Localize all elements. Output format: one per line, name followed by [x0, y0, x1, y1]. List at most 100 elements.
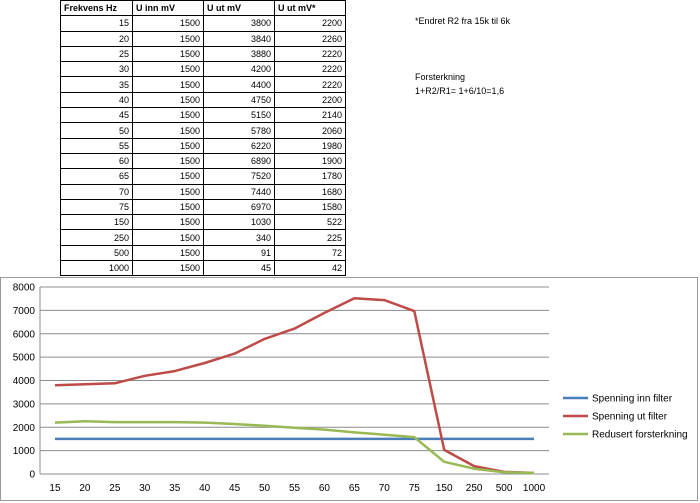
table-cell: 72: [274, 244, 346, 262]
x-tick-label: 250: [466, 483, 483, 494]
table-cell: 6890: [203, 152, 275, 170]
table-cell: 340: [203, 229, 275, 246]
y-tick-label: 3000: [13, 399, 36, 410]
table-cell: 1030: [203, 214, 275, 231]
series-line-3: [54, 419, 535, 475]
table-cell: 225: [274, 229, 346, 246]
table-cell: 4750: [203, 91, 275, 109]
table-cell: 1500: [132, 229, 204, 246]
table-cell: 6220: [203, 137, 275, 154]
table-cell: 40: [60, 91, 133, 109]
table-row: 35 1500 4400 2220: [60, 76, 346, 93]
table-cell: 2140: [274, 107, 346, 124]
y-tick-label: 0: [29, 470, 35, 481]
x-tick-label: 15: [49, 483, 61, 494]
y-tick-label: 6000: [13, 329, 36, 340]
table-cell: 3840: [203, 30, 275, 47]
table-cell: 45: [60, 107, 133, 124]
note-r2-change: *Endret R2 fra 15k til 6k: [415, 16, 511, 26]
table-cell: 2260: [274, 30, 346, 47]
table-cell: 91: [203, 244, 275, 262]
y-tick-label: 8000: [13, 283, 36, 294]
x-tick-label: 30: [139, 483, 151, 494]
table-cell: 1980: [274, 137, 346, 154]
table-cell: 1500: [132, 91, 204, 109]
series-line-2: [54, 296, 535, 475]
table-row: 25 1500 3880 2220: [60, 45, 346, 63]
table-cell: 65: [60, 168, 133, 185]
table-cell: 1500: [132, 122, 204, 139]
table-cell: 1500: [132, 260, 204, 277]
table-cell: 1780: [274, 168, 346, 185]
x-tick-label: 60: [319, 483, 331, 494]
legend-label: Spenning inn filter: [592, 394, 673, 405]
table-cell: 60: [60, 152, 133, 170]
table-cell: 1500: [132, 30, 204, 47]
table-row: 55 1500 6220 1980: [60, 137, 346, 154]
x-tick-label: 150: [436, 483, 453, 494]
table-cell: 1500: [132, 168, 204, 185]
table-cell: 1500: [132, 152, 204, 170]
table-cell: 4400: [203, 76, 275, 93]
data-table: Frekvens Hz U inn mV U ut mV U ut mV* 15…: [60, 0, 346, 277]
table-cell: 1500: [132, 244, 204, 262]
table-cell: 1900: [274, 152, 346, 170]
table-cell: 2200: [274, 91, 346, 109]
table-row: 50 1500 5780 2060: [60, 122, 346, 139]
table-cell: 3880: [203, 45, 275, 63]
table-cell: 45: [203, 260, 275, 277]
table-row: 65 1500 7520 1780: [60, 168, 346, 185]
table-cell: 1580: [274, 198, 346, 216]
x-tick-label: 45: [229, 483, 241, 494]
legend-label: Redusert forsterkning: [592, 430, 688, 441]
table-cell: 150: [60, 214, 133, 231]
table-row: 45 1500 5150 2140: [60, 107, 346, 124]
x-tick-label: 25: [109, 483, 121, 494]
x-tick-label: 65: [349, 483, 361, 494]
header-u-out: U ut mV: [203, 0, 275, 17]
table-cell: 1500: [132, 198, 204, 216]
table-cell: 2220: [274, 45, 346, 63]
table-cell: 30: [60, 61, 133, 78]
table-row: 1000 1500 45 42: [60, 260, 346, 277]
table-header-row: Frekvens Hz U inn mV U ut mV U ut mV*: [60, 0, 346, 17]
table-cell: 1500: [132, 15, 204, 32]
table-cell: 5780: [203, 122, 275, 139]
line-chart: 0 1000 2000 3000 4000 5000 6000 7000 8000 15 20 25…: [13, 283, 688, 495]
x-tick-label: 20: [79, 483, 91, 494]
table-cell: 42: [274, 260, 346, 277]
table-cell: 75: [60, 198, 133, 216]
header-u-out-star: U ut mV*: [274, 0, 346, 17]
y-tick-label: 7000: [13, 306, 36, 317]
table-cell: 5150: [203, 107, 275, 124]
x-tick-label: 75: [409, 483, 421, 494]
x-tick-label: 500: [496, 483, 513, 494]
chart-area: [0, 277, 698, 501]
table-cell: 2220: [274, 61, 346, 78]
legend-label: Spenning ut filter: [592, 412, 668, 423]
table-row: 40 1500 4750 2200: [60, 91, 346, 109]
table-row: 75 1500 6970 1580: [60, 198, 346, 216]
table-cell: 2060: [274, 122, 346, 139]
x-tick-label: 70: [379, 483, 391, 494]
table-cell: 1500: [132, 45, 204, 63]
table-cell: 1500: [132, 183, 204, 200]
table-cell: 15: [60, 15, 133, 32]
table-row: 30 1500 4200 2220: [60, 61, 346, 78]
table-cell: 7520: [203, 168, 275, 185]
table-cell: 250: [60, 229, 133, 246]
header-frequency: Frekvens Hz: [60, 0, 133, 17]
table-cell: 1000: [60, 260, 133, 277]
table-cell: 55: [60, 137, 133, 154]
table-cell: 50: [60, 122, 133, 139]
table-cell: 1680: [274, 183, 346, 200]
x-tick-label: 55: [289, 483, 301, 494]
table-cell: 2200: [274, 15, 346, 32]
table-row: 70 1500 7440 1680: [60, 183, 346, 200]
table-cell: 1500: [132, 107, 204, 124]
table-cell: 1500: [132, 214, 204, 231]
table-row: 150 1500 1030 522: [60, 214, 346, 231]
y-tick-label: 2000: [13, 423, 36, 434]
table-cell: 1500: [132, 137, 204, 154]
table-cell: 1500: [132, 76, 204, 93]
